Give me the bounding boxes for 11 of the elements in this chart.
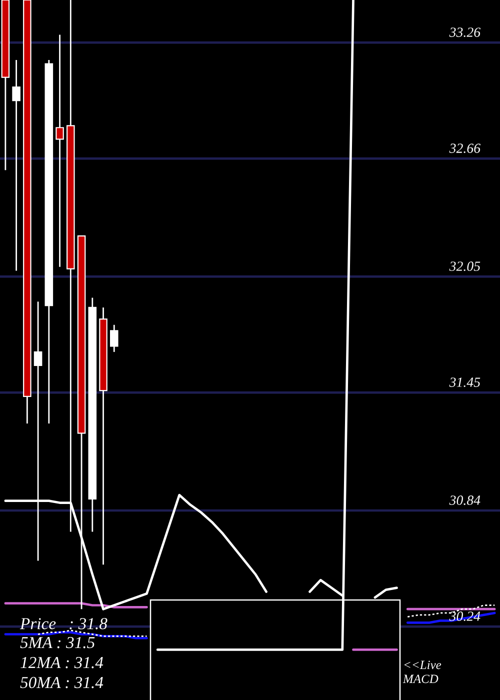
annotation: 5MA : 31.5 [20, 636, 95, 648]
annotation: MACD [402, 674, 438, 684]
y-tick-label: 32.66 [449, 144, 480, 154]
annotation: 50MA : 31.4 [20, 676, 104, 688]
y-tick-label: 33.26 [449, 28, 480, 38]
annotation: 12MA : 31.4 [20, 656, 104, 668]
y-tick-label: 31.45 [449, 378, 480, 388]
y-tick-label: 32.05 [449, 262, 480, 271]
annotation: Price : 31.8 [20, 618, 108, 630]
y-tick-label: 30.84 [449, 496, 480, 505]
annotation: <<Live [404, 660, 442, 670]
